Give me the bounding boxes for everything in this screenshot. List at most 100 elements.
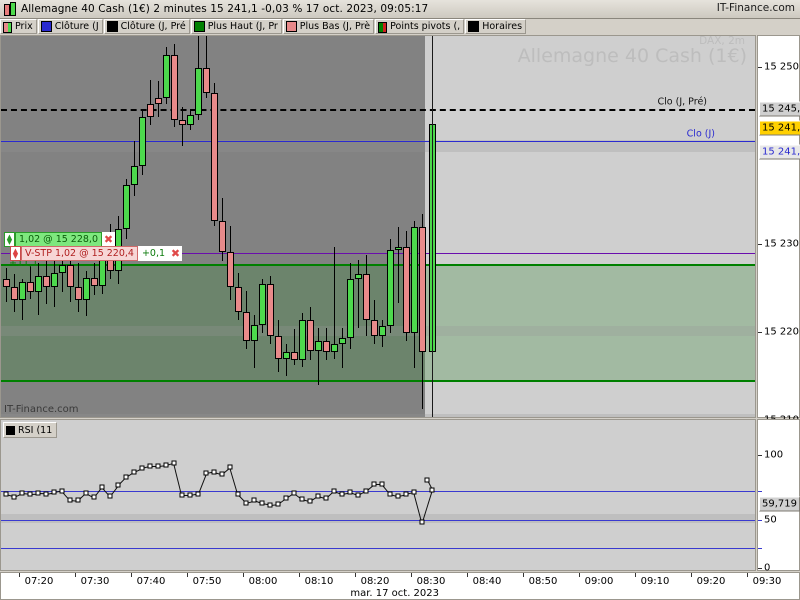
time-axis-label: 09:10: [640, 576, 670, 587]
stop-order-marker[interactable]: ▲ ▼ V-STP 1,02 @ 15 220,4 +0,1 ✖: [10, 246, 183, 261]
time-axis-label: 09:30: [752, 576, 782, 587]
rsi-point: [424, 477, 430, 483]
time-axis-tick: [635, 573, 636, 577]
candle-body: [138, 117, 146, 166]
purple-level-line[interactable]: [1, 253, 755, 254]
candle-body: [394, 246, 402, 250]
candle-body: [354, 274, 362, 280]
time-axis-label: 09:20: [696, 576, 726, 587]
rsi-point: [131, 469, 137, 475]
limit-order-marker[interactable]: ▲ ▼ 1,02 @ 15 228,0 ✖: [4, 232, 115, 247]
time-axis-tick: [299, 573, 300, 577]
rsi-point: [171, 460, 177, 466]
candle-wick: [149, 79, 151, 126]
candle-body: [402, 246, 410, 333]
legend-item-label: Clôture (J, Pré: [120, 21, 186, 32]
rsi-axis-level-tick: [758, 548, 762, 549]
rsi-legend[interactable]: RSI (11: [3, 422, 58, 438]
close-icon[interactable]: ✖: [102, 232, 115, 247]
band-lower: [1, 414, 755, 417]
price-chart-pane[interactable]: Clo (J, Pré)Clo (J)Piv J DAX, 2m Allemag…: [0, 35, 756, 418]
time-axis-tick: [75, 573, 76, 577]
legend-swatch-4: [285, 21, 297, 32]
candle-body: [298, 319, 306, 361]
day-high-line[interactable]: [1, 264, 755, 266]
time-axis-tick: [523, 573, 524, 577]
rsi-point: [331, 488, 337, 493]
candle-body: [122, 185, 130, 229]
candle-body: [186, 115, 194, 126]
rsi-line-segment: [182, 495, 190, 496]
candle-body: [58, 264, 66, 273]
legend-item-5[interactable]: Points pivots (,: [375, 19, 465, 34]
rsi-point: [179, 492, 185, 498]
candle: [378, 319, 386, 348]
order-label[interactable]: V-STP 1,02 @ 15 220,4: [21, 246, 138, 261]
candle-wick: [317, 327, 319, 385]
candle-wick: [341, 327, 343, 369]
legend-item-6[interactable]: Horaires: [465, 19, 527, 34]
last-price-box[interactable]: 15 241,1: [759, 120, 800, 136]
candle-wick: [253, 314, 255, 369]
day-close-price-box[interactable]: 15 241,1: [759, 144, 800, 160]
candle: [50, 254, 58, 307]
candle: [370, 300, 378, 345]
day-close-line[interactable]: [1, 141, 755, 142]
rsi-point: [371, 481, 377, 487]
price-axis-label: 15 250: [764, 61, 799, 73]
legend-item-label: Plus Haut (J, Pr: [207, 21, 278, 32]
rsi-point: [195, 491, 201, 496]
time-axis-tick: [691, 573, 692, 577]
brand-label: IT-Finance.com: [716, 2, 795, 14]
rsi-value-box[interactable]: 59,719: [759, 496, 800, 512]
close-icon[interactable]: ✖: [169, 246, 183, 261]
candle-body: [234, 287, 242, 312]
order-label[interactable]: 1,02 @ 15 228,0: [15, 232, 102, 247]
legend-swatch-6: [468, 21, 480, 32]
rsi-level-30: [1, 548, 755, 549]
rsi-point: [347, 489, 353, 495]
time-axis[interactable]: mar. 17 oct. 2023 07:20 07:30 07:40 07:50 08…: [0, 572, 800, 600]
day-low-line[interactable]: [1, 380, 755, 382]
candle: [338, 327, 346, 369]
prev-close-price-box[interactable]: 15 245,0: [759, 101, 800, 117]
time-axis-label: 07:50: [192, 576, 222, 587]
rsi-point: [123, 474, 129, 480]
legend-item-4[interactable]: Plus Bas (J, Prè: [282, 19, 375, 34]
rsi-point: [91, 494, 97, 500]
legend-item-0[interactable]: Prix: [0, 19, 37, 34]
candle: [234, 272, 242, 320]
order-drag-handle[interactable]: ▲ ▼: [10, 246, 21, 261]
candle: [386, 238, 394, 333]
rsi-chart-pane[interactable]: RSI (11: [0, 419, 756, 571]
current-bar-line: [432, 36, 433, 417]
rsi-axis[interactable]: 100 50 0 59,719: [757, 419, 800, 574]
rsi-point: [27, 491, 33, 496]
legend-item-label: Clôture (J: [54, 21, 99, 32]
rsi-point: [99, 484, 105, 490]
candle: [290, 329, 298, 366]
legend-item-2[interactable]: Clôture (J, Pré: [103, 19, 190, 34]
rsi-point: [83, 490, 89, 496]
price-axis-tick: [758, 244, 762, 245]
price-axis-tick: [758, 332, 762, 333]
legend-item-3[interactable]: Plus Haut (J, Pr: [190, 19, 282, 34]
order-drag-handle[interactable]: ▲ ▼: [4, 232, 15, 247]
time-axis-label: 08:10: [304, 576, 334, 587]
candle: [42, 251, 50, 304]
candle-body: [26, 282, 34, 293]
rsi-point: [59, 488, 65, 493]
price-axis-tick: [758, 67, 762, 68]
candle: [298, 313, 306, 367]
rsi-axis-tick: [758, 455, 762, 456]
price-axis-label: 15 230: [764, 238, 799, 250]
candle-body: [34, 275, 42, 293]
rsi-point: [251, 497, 257, 503]
candle: [282, 344, 290, 377]
legend-item-1[interactable]: Clôture (J: [37, 19, 103, 34]
time-axis-tick: [355, 573, 356, 577]
candle-body: [82, 277, 90, 301]
candle-body: [130, 165, 138, 186]
prev-close-line[interactable]: [1, 109, 755, 111]
